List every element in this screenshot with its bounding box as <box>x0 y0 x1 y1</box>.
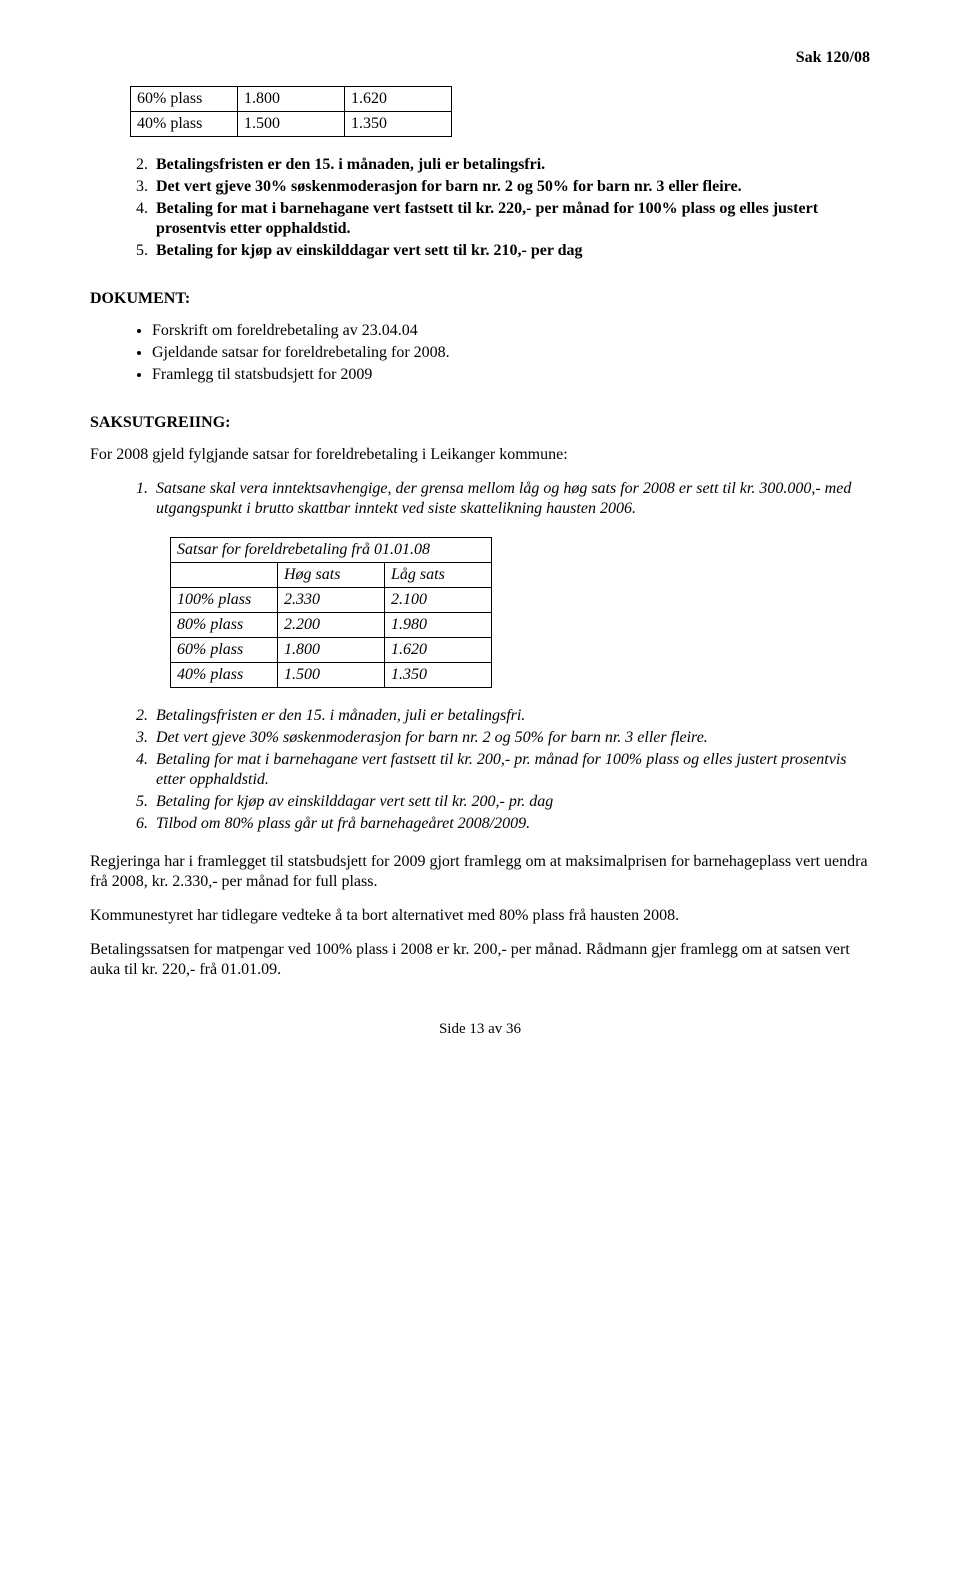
table-row: Satsar for foreldrebetaling frå 01.01.08 <box>171 538 492 563</box>
rates-table-full: Satsar for foreldrebetaling frå 01.01.08… <box>170 537 492 688</box>
saks-intro: For 2008 gjeld fylgjande satsar for fore… <box>90 445 870 465</box>
cell: 1.350 <box>345 112 452 137</box>
cell: 1.620 <box>345 87 452 112</box>
cell: 40% plass <box>131 112 238 137</box>
table-row: 100% plass 2.330 2.100 <box>171 588 492 613</box>
list-item: Betaling for mat i barnehagane vert fast… <box>152 199 870 239</box>
cell: 1.350 <box>385 663 492 688</box>
numbered-list-italic-1: Satsane skal vera inntektsavhengige, der… <box>130 479 870 519</box>
saksutgreiing-heading: SAKSUTGREIING: <box>90 413 870 433</box>
numbered-list-1: Betalingsfristen er den 15. i månaden, j… <box>130 155 870 261</box>
rates-table-partial: 60% plass 1.800 1.620 40% plass 1.500 1.… <box>130 86 452 137</box>
body-paragraph: Betalingssatsen for matpengar ved 100% p… <box>90 940 870 980</box>
cell <box>171 563 278 588</box>
cell: 2.200 <box>278 613 385 638</box>
table-row: 40% plass 1.500 1.350 <box>131 112 452 137</box>
list-item: Betaling for kjøp av einskilddagar vert … <box>152 241 870 261</box>
case-number: Sak 120/08 <box>90 48 870 68</box>
list-item: Det vert gjeve 30% søskenmoderasjon for … <box>152 177 870 197</box>
cell: 2.330 <box>278 588 385 613</box>
table-title-cell: Satsar for foreldrebetaling frå 01.01.08 <box>171 538 492 563</box>
table-row: 40% plass 1.500 1.350 <box>171 663 492 688</box>
page-footer: Side 13 av 36 <box>90 1020 870 1039</box>
cell: 40% plass <box>171 663 278 688</box>
list-item: Framlegg til statsbudsjett for 2009 <box>152 365 870 385</box>
body-paragraph: Regjeringa har i framlegget til statsbud… <box>90 852 870 892</box>
cell: 100% plass <box>171 588 278 613</box>
cell: 1.800 <box>278 638 385 663</box>
cell: 1.980 <box>385 613 492 638</box>
cell: 1.500 <box>278 663 385 688</box>
cell: 2.100 <box>385 588 492 613</box>
cell: 80% plass <box>171 613 278 638</box>
dokument-list: Forskrift om foreldrebetaling av 23.04.0… <box>130 321 870 385</box>
cell: 1.500 <box>238 112 345 137</box>
numbered-list-italic-2: Betalingsfristen er den 15. i månaden, j… <box>130 706 870 834</box>
cell: Låg sats <box>385 563 492 588</box>
table-row: Høg sats Låg sats <box>171 563 492 588</box>
table-row: 60% plass 1.800 1.620 <box>171 638 492 663</box>
list-item: Betalingsfristen er den 15. i månaden, j… <box>152 155 870 175</box>
cell: Høg sats <box>278 563 385 588</box>
table-row: 80% plass 2.200 1.980 <box>171 613 492 638</box>
cell: 1.620 <box>385 638 492 663</box>
list-item: Satsane skal vera inntektsavhengige, der… <box>152 479 870 519</box>
cell: 60% plass <box>131 87 238 112</box>
list-item: Betaling for mat i barnehagane vert fast… <box>152 750 870 790</box>
list-item: Gjeldande satsar for foreldrebetaling fo… <box>152 343 870 363</box>
list-item: Tilbod om 80% plass går ut frå barnehage… <box>152 814 870 834</box>
table-row: 60% plass 1.800 1.620 <box>131 87 452 112</box>
body-paragraph: Kommunestyret har tidlegare vedteke å ta… <box>90 906 870 926</box>
list-item: Betalingsfristen er den 15. i månaden, j… <box>152 706 870 726</box>
list-item: Forskrift om foreldrebetaling av 23.04.0… <box>152 321 870 341</box>
list-item: Det vert gjeve 30% søskenmoderasjon for … <box>152 728 870 748</box>
dokument-heading: DOKUMENT: <box>90 289 870 309</box>
cell: 1.800 <box>238 87 345 112</box>
cell: 60% plass <box>171 638 278 663</box>
list-item: Betaling for kjøp av einskilddagar vert … <box>152 792 870 812</box>
